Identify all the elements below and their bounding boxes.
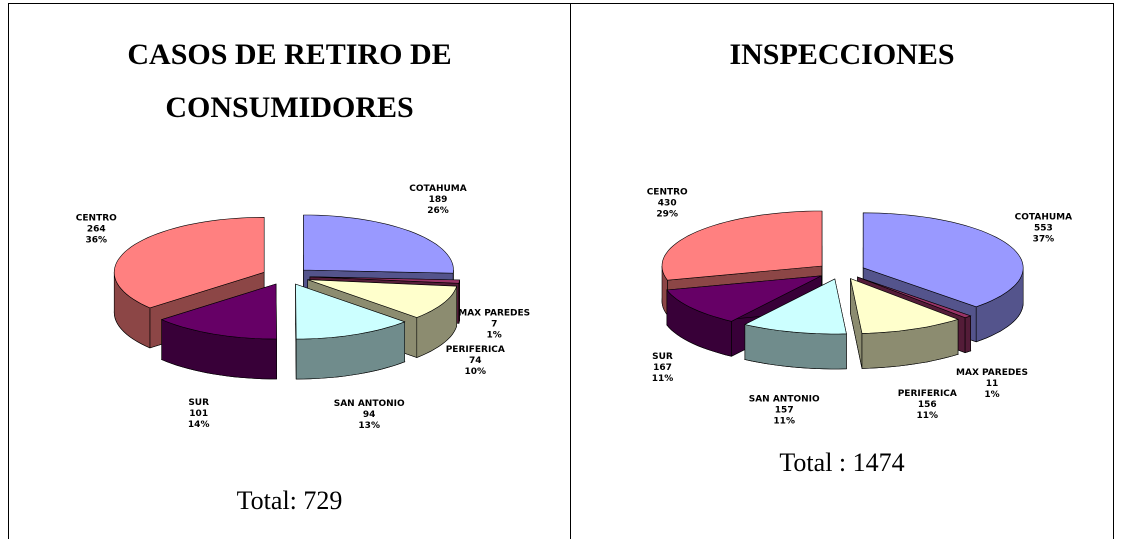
data-label: 26% — [427, 206, 449, 216]
data-label: SAN ANTONIO — [749, 394, 820, 404]
slice — [113, 216, 265, 309]
data-label: 13% — [358, 421, 380, 431]
data-label: SUR — [652, 352, 673, 362]
slice-wall — [964, 315, 971, 354]
data-label: COTAHUMA — [409, 184, 466, 194]
data-label: MAX PAREDES — [458, 309, 530, 319]
data-label: 94 — [363, 410, 376, 420]
data-label: PERIFERICA — [446, 345, 505, 355]
slice — [857, 276, 972, 319]
slice — [160, 283, 277, 340]
table-cell: CASOS DE RETIRO DE CONSUMIDORES COTAHUMA… — [8, 3, 571, 539]
data-label: 11% — [652, 374, 674, 384]
data-label: 101 — [189, 409, 208, 419]
slice — [309, 276, 461, 284]
data-label: 74 — [469, 356, 482, 366]
data-label: COTAHUMA — [1015, 212, 1072, 222]
slice — [303, 214, 454, 274]
slice — [862, 212, 1024, 308]
chart-title: CASOS DE RETIRO DE CONSUMIDORES — [127, 38, 452, 124]
slice — [666, 275, 822, 322]
data-label: 156 — [918, 400, 937, 410]
data-label: 1% — [984, 390, 999, 400]
data-label: CENTRO — [76, 213, 117, 223]
total: Total: 729 — [236, 486, 343, 515]
data-label: 157 — [775, 405, 794, 415]
table-cell: INSPECCIONES COTAHUMA 553 37% MAX PAREDES 11… — [570, 3, 1114, 539]
data-label: CENTRO — [647, 188, 688, 198]
data-label: 11 — [986, 379, 999, 389]
data-label: 167 — [653, 363, 672, 373]
total: Total : 1474 — [779, 448, 905, 477]
data-label: 36% — [86, 235, 108, 245]
slice — [850, 278, 959, 334]
slice — [661, 210, 823, 281]
data-label: SUR — [188, 398, 209, 408]
data-label: PERIFERICA — [898, 389, 957, 399]
data-label: 7 — [491, 320, 497, 330]
slice — [744, 278, 847, 335]
data-label: MAX PAREDES — [956, 368, 1028, 378]
data-label: 11% — [773, 416, 795, 426]
data-label: SAN ANTONIO — [334, 399, 405, 409]
data-label: 10% — [465, 367, 487, 377]
chart-title: INSPECCIONES — [729, 38, 955, 71]
slice — [295, 283, 406, 340]
slice — [307, 279, 458, 318]
data-label: 189 — [429, 195, 448, 205]
data-label: 14% — [188, 420, 210, 430]
data-label: 264 — [87, 224, 106, 234]
data-label: 553 — [1034, 223, 1053, 233]
data-label: 37% — [1033, 234, 1055, 244]
data-label: 430 — [658, 199, 677, 209]
data-label: 11% — [917, 411, 939, 421]
data-label: 1% — [487, 331, 502, 341]
data-label: 29% — [656, 210, 678, 220]
